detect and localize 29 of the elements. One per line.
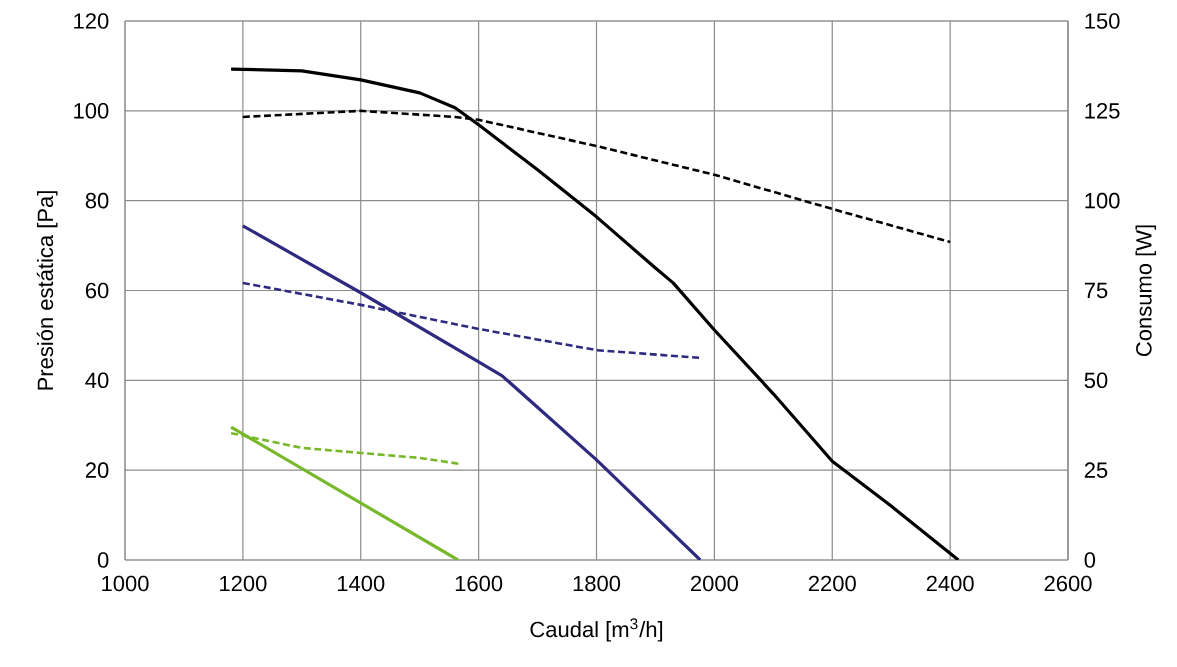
line-series — [241, 109, 952, 244]
y-tick-label: 60 — [85, 282, 109, 299]
x-tick-label: 1600 — [455, 575, 503, 592]
line-series — [229, 67, 960, 560]
x-tick-label: 2200 — [808, 575, 856, 592]
y2-tick-label: 25 — [1084, 462, 1108, 478]
y-tick-label: 120 — [74, 13, 109, 29]
y-axis-title: Presión estática [Pa] — [36, 191, 58, 390]
y2-axis-title: Consumo [W] — [1135, 225, 1157, 356]
x-tick-label: 1200 — [220, 575, 267, 592]
line-series — [241, 224, 702, 560]
y-tick-label: 40 — [85, 372, 109, 389]
y2-tick-label: 150 — [1085, 13, 1120, 29]
y2-tick-label: 0 — [1084, 552, 1096, 568]
x-tick-label: 2600 — [1044, 575, 1092, 592]
y2-tick-label: 125 — [1085, 103, 1120, 119]
y2-tick-label: 50 — [1084, 372, 1108, 389]
y2-tick-label: 75 — [1084, 282, 1108, 299]
y-tick-label: 0 — [97, 552, 109, 568]
x-tick-label: 2400 — [926, 575, 974, 592]
y-tick-label: 80 — [85, 192, 109, 209]
x-axis-title: Caudal [m$^{3}$/h] — [530, 618, 663, 642]
x-tick-label: 1400 — [337, 575, 385, 592]
y-tick-label: 20 — [85, 462, 109, 478]
x-tick-label: 1000 — [102, 575, 149, 592]
x-tick-label: 1800 — [573, 575, 621, 592]
x-tick-label: 2000 — [691, 575, 738, 592]
y-tick-label: 100 — [74, 103, 109, 119]
y2-tick-label: 100 — [1085, 192, 1120, 209]
